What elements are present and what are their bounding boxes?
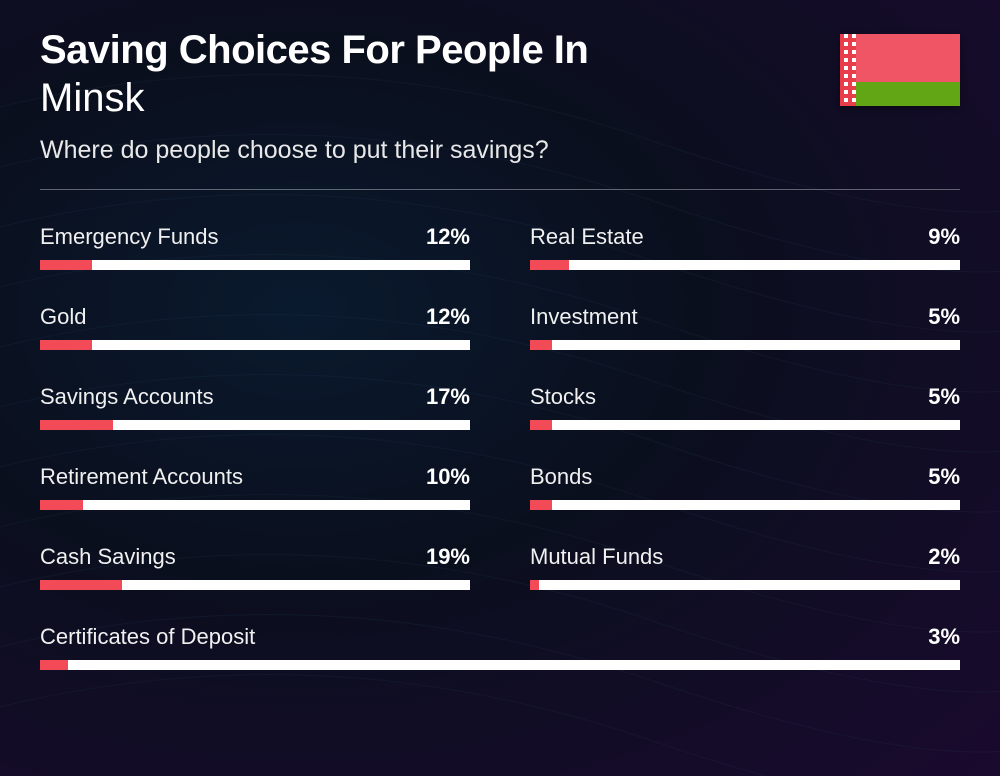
bar-value: 2%: [928, 544, 960, 570]
bar-fill: [40, 340, 92, 350]
flag-green-field: [856, 82, 960, 106]
bar-label: Cash Savings: [40, 544, 176, 570]
bar-value: 5%: [928, 384, 960, 410]
bar-track: [530, 260, 960, 270]
bar-label: Real Estate: [530, 224, 644, 250]
bar-track: [40, 260, 470, 270]
bar-track: [40, 420, 470, 430]
bar-item: Real Estate 9%: [530, 224, 960, 270]
bar-label: Emergency Funds: [40, 224, 219, 250]
bar-fill: [40, 260, 92, 270]
bar-fill: [40, 500, 83, 510]
bar-label: Investment: [530, 304, 638, 330]
bar-item: Savings Accounts 17%: [40, 384, 470, 430]
bar-item: Mutual Funds 2%: [530, 544, 960, 590]
bar-fill: [530, 580, 539, 590]
bars-grid: Emergency Funds 12% Real Estate 9% Gold 12% In…: [40, 224, 960, 670]
bar-item-head: Investment 5%: [530, 304, 960, 330]
bar-track: [530, 420, 960, 430]
bar-value: 17%: [426, 384, 470, 410]
flag-belarus: [840, 34, 960, 106]
bar-fill: [40, 420, 113, 430]
flag-red-field: [856, 34, 960, 82]
bar-value: 9%: [928, 224, 960, 250]
bar-value: 19%: [426, 544, 470, 570]
bar-item-head: Savings Accounts 17%: [40, 384, 470, 410]
bar-label: Savings Accounts: [40, 384, 214, 410]
bar-item-head: Real Estate 9%: [530, 224, 960, 250]
bar-item-head: Mutual Funds 2%: [530, 544, 960, 570]
bar-item-head: Gold 12%: [40, 304, 470, 330]
title-line1: Saving Choices For People In: [40, 28, 840, 72]
bar-track: [40, 580, 470, 590]
bar-track: [530, 500, 960, 510]
bar-item: Emergency Funds 12%: [40, 224, 470, 270]
header-row: Saving Choices For People In Minsk Where…: [40, 28, 960, 165]
bar-item: Retirement Accounts 10%: [40, 464, 470, 510]
bar-fill: [40, 660, 68, 670]
bar-track: [530, 340, 960, 350]
title-block: Saving Choices For People In Minsk Where…: [40, 28, 840, 165]
bar-label: Gold: [40, 304, 86, 330]
bar-item-head: Bonds 5%: [530, 464, 960, 490]
flag-ornament-stripe: [840, 34, 856, 106]
bar-fill: [530, 500, 552, 510]
bar-item-head: Stocks 5%: [530, 384, 960, 410]
bar-value: 12%: [426, 304, 470, 330]
title-line2: Minsk: [40, 74, 840, 122]
bar-item: Certificates of Deposit 3%: [40, 624, 960, 670]
bar-label: Bonds: [530, 464, 592, 490]
bar-value: 5%: [928, 464, 960, 490]
bar-fill: [40, 580, 122, 590]
bar-item-head: Retirement Accounts 10%: [40, 464, 470, 490]
bar-label: Retirement Accounts: [40, 464, 243, 490]
header-divider: [40, 189, 960, 190]
bar-item: Cash Savings 19%: [40, 544, 470, 590]
bar-label: Certificates of Deposit: [40, 624, 255, 650]
bar-track: [40, 660, 960, 670]
bar-item-head: Certificates of Deposit 3%: [40, 624, 960, 650]
bar-value: 5%: [928, 304, 960, 330]
bar-track: [40, 500, 470, 510]
bar-item: Gold 12%: [40, 304, 470, 350]
bar-value: 10%: [426, 464, 470, 490]
bar-label: Stocks: [530, 384, 596, 410]
bar-fill: [530, 340, 552, 350]
bar-item-head: Cash Savings 19%: [40, 544, 470, 570]
bar-track: [40, 340, 470, 350]
bar-item: Stocks 5%: [530, 384, 960, 430]
flag-fly: [856, 34, 960, 106]
bar-item: Investment 5%: [530, 304, 960, 350]
bar-item: Bonds 5%: [530, 464, 960, 510]
bar-value: 12%: [426, 224, 470, 250]
bar-fill: [530, 260, 569, 270]
bar-label: Mutual Funds: [530, 544, 663, 570]
bar-item-head: Emergency Funds 12%: [40, 224, 470, 250]
bar-value: 3%: [928, 624, 960, 650]
subtitle: Where do people choose to put their savi…: [40, 136, 840, 165]
infographic-content: Saving Choices For People In Minsk Where…: [0, 0, 1000, 710]
bar-fill: [530, 420, 552, 430]
bar-track: [530, 580, 960, 590]
